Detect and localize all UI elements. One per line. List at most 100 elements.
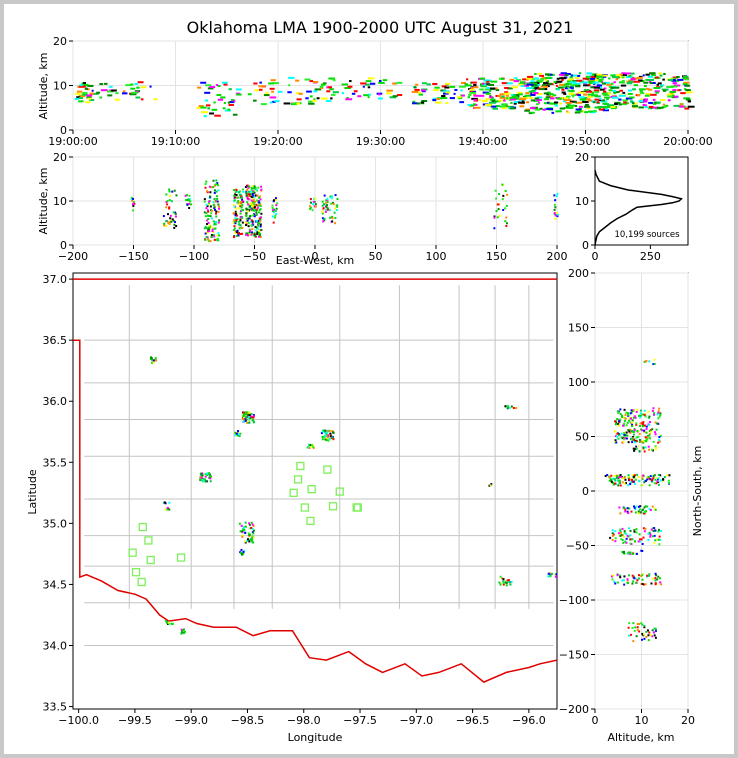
plan-view-source	[243, 413, 246, 416]
time-altitude-source	[513, 94, 517, 97]
time-altitude-source	[198, 105, 204, 108]
time-altitude-source	[386, 92, 392, 95]
time-altitude-source	[254, 89, 259, 92]
east-west-source	[218, 219, 221, 222]
north-south-source	[622, 541, 625, 544]
east-west-source	[208, 195, 211, 198]
east-west-source	[241, 188, 244, 191]
east-west-source	[254, 225, 257, 228]
lma-station-marker	[293, 475, 303, 484]
time-altitude-source	[253, 82, 258, 85]
east-west-source	[241, 216, 244, 219]
time-altitude-source	[517, 93, 523, 96]
time-altitude-source	[83, 82, 87, 85]
plan-view-source	[233, 432, 236, 435]
north-south-source	[639, 540, 642, 543]
time-altitude-source	[444, 86, 450, 89]
north-south-source	[641, 422, 644, 425]
plan-view-source	[249, 415, 252, 418]
north-south-source	[648, 573, 651, 576]
north-south-source	[614, 439, 617, 442]
north-south-source	[631, 538, 634, 541]
time-altitude-source	[378, 93, 381, 96]
east-west-source	[246, 232, 249, 235]
east-west-source	[496, 203, 499, 206]
north-south-source	[629, 482, 632, 485]
east-west-source	[239, 193, 242, 196]
north-south-source	[651, 527, 654, 530]
north-south-source	[641, 550, 644, 553]
east-west-source	[213, 227, 216, 230]
time-altitude-source	[345, 98, 353, 101]
plan-view-source	[547, 572, 550, 575]
east-west-source	[217, 189, 220, 192]
time-altitude-source	[461, 94, 465, 97]
east-west-source	[244, 191, 247, 194]
north-south-source	[647, 639, 650, 642]
time-altitude-source	[662, 78, 665, 81]
plan-view-source	[321, 430, 324, 433]
time-altitude-source	[121, 92, 128, 95]
north-south-source	[634, 439, 637, 442]
north-south-source	[632, 433, 635, 436]
time-altitude-source	[603, 106, 611, 109]
time-altitude-source	[265, 91, 269, 94]
east-west-source	[234, 222, 237, 225]
time-altitude-ytick-label: 10	[53, 80, 67, 93]
time-altitude-source	[648, 107, 653, 110]
time-altitude-source	[213, 101, 216, 104]
time-altitude-source	[460, 89, 463, 92]
north-south-source	[619, 574, 622, 577]
time-altitude-source	[230, 99, 235, 102]
time-altitude-source	[509, 78, 515, 81]
east-west-source	[251, 207, 254, 210]
east-west-source	[214, 223, 217, 226]
plan-view-source	[243, 414, 246, 417]
east-west-xtick-label: 50	[369, 250, 383, 263]
time-altitude-source	[683, 75, 689, 78]
time-altitude-source	[386, 89, 393, 92]
time-altitude-source	[591, 73, 598, 76]
north-south-source	[616, 418, 619, 421]
north-south-source	[653, 362, 656, 365]
east-west-source	[241, 200, 244, 203]
time-altitude-source	[631, 105, 638, 108]
north-south-source	[639, 428, 642, 431]
time-altitude-source	[220, 96, 226, 99]
east-west-source	[274, 197, 277, 200]
time-altitude-source	[367, 86, 371, 89]
east-west-source	[206, 209, 209, 212]
time-altitude-source	[598, 78, 604, 81]
plan-view-source	[240, 530, 243, 533]
east-west-source	[213, 189, 216, 192]
east-west-source	[323, 219, 326, 222]
east-west-source	[556, 192, 559, 195]
north-south-source	[655, 446, 658, 449]
time-altitude-source	[412, 100, 416, 103]
time-altitude-source	[618, 103, 622, 106]
time-altitude-source	[206, 104, 211, 107]
time-altitude-source	[327, 86, 333, 89]
north-south-source	[636, 429, 639, 432]
plan-view-source	[251, 541, 254, 544]
north-south-source	[627, 441, 630, 444]
north-south-source	[649, 421, 652, 424]
east-west-source	[248, 230, 251, 233]
north-south-source	[623, 583, 626, 586]
east-west-source	[212, 179, 215, 182]
east-west-source	[246, 234, 249, 237]
plan-view-source	[201, 474, 204, 477]
east-west-source	[208, 226, 211, 229]
east-west-source	[186, 203, 189, 206]
time-altitude-source	[453, 92, 456, 95]
time-altitude-source	[253, 99, 257, 102]
north-south-source	[616, 435, 619, 438]
north-south-source	[631, 436, 634, 439]
time-altitude-source	[85, 101, 91, 104]
north-south-source	[654, 582, 657, 585]
time-altitude-source	[593, 89, 600, 92]
time-altitude-source	[469, 88, 475, 91]
plan-view-xtick-label: −99.0	[174, 714, 208, 727]
time-altitude-source	[553, 103, 558, 106]
time-altitude-source	[620, 84, 627, 87]
